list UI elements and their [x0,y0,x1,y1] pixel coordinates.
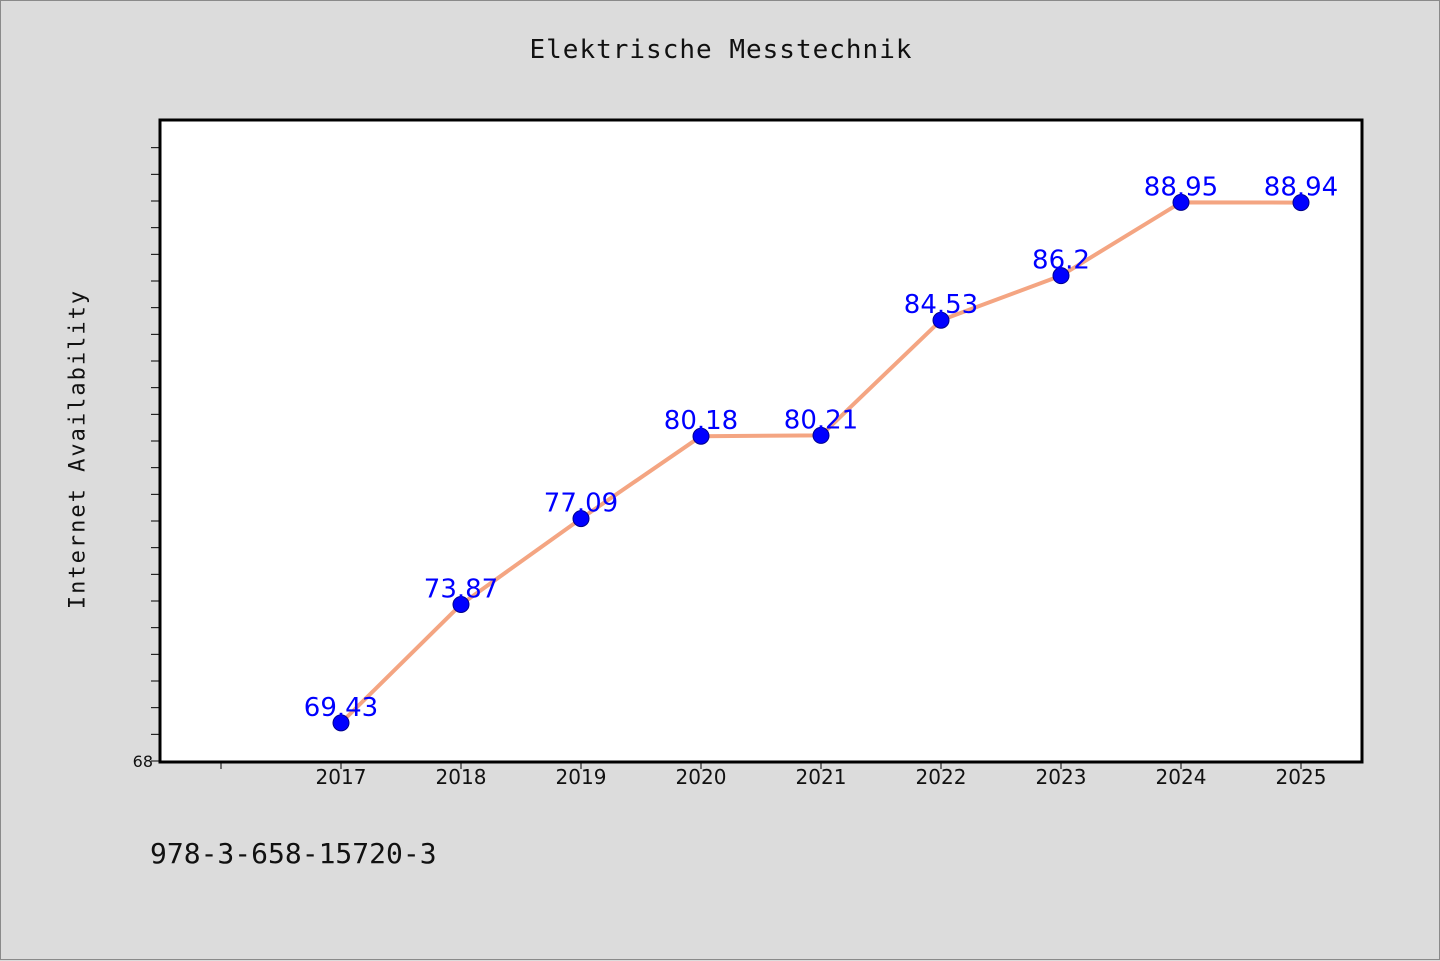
data-label: 88.94 [1264,173,1338,203]
data-point [692,427,710,445]
data-markers [332,193,1310,732]
data-label: 84.53 [904,290,978,320]
y-axis-ticks: 68 [133,147,161,771]
data-point [1172,193,1190,211]
x-tick-label: 2025 [1276,765,1327,789]
data-label: 80.18 [664,406,738,436]
data-point [572,510,590,528]
chart-title: Elektrische Messtechnik [529,35,913,65]
data-point [332,714,350,732]
x-axis-ticks: 2017 2018 2019 2020 2021 2022 2023 2024 2025 [220,761,1327,789]
x-tick-label: 2021 [796,765,847,789]
x-tick-label: 2018 [436,765,487,789]
data-label: 69.43 [304,693,378,723]
x-tick-label: 2020 [676,765,727,789]
data-point [1292,194,1310,212]
x-tick-label: 2022 [916,765,967,789]
data-label: 77.09 [544,489,618,519]
y-tick-label: 68 [133,752,153,771]
data-labels: 69.43 73.87 77.09 80.18 80.21 84.53 86.2 88.95 8… [304,172,1338,723]
data-point [932,311,950,329]
plot-area [158,118,1364,764]
x-tick-label: 2024 [1156,765,1207,789]
data-point [452,595,470,613]
x-tick-label: 2019 [556,765,607,789]
data-point [812,426,830,444]
isbn-footer: 978-3-658-15720-3 [150,837,437,870]
data-label: 86.2 [1032,246,1090,276]
x-tick-label: 2023 [1036,765,1087,789]
data-label: 80.21 [784,405,858,435]
data-label: 88.95 [1144,172,1218,202]
data-label: 73.87 [424,574,498,604]
x-tick-label: 2017 [316,765,367,789]
data-point [1052,267,1070,285]
